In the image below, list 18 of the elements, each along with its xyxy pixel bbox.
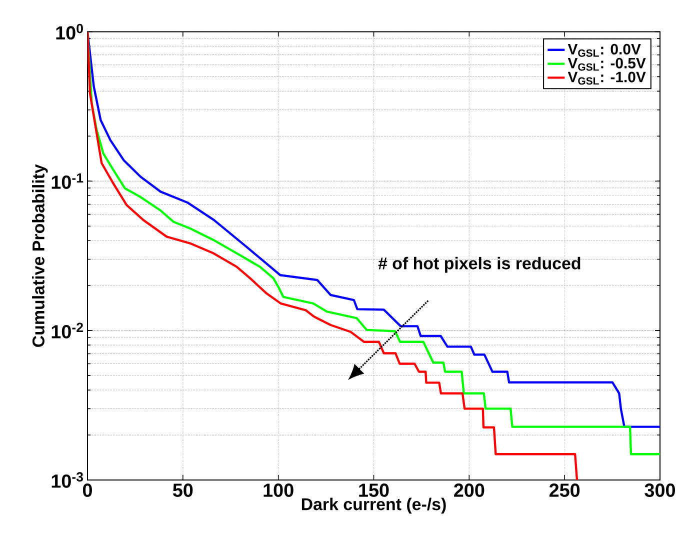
x-tick-label: 300 <box>644 484 676 497</box>
y-axis-title: Cumulative Probability <box>32 164 48 347</box>
legend-label: V$_{GSL}$: -0.5V <box>568 58 646 71</box>
x-tick-label: 150 <box>359 484 389 497</box>
x-tick-label: 0 <box>82 484 92 497</box>
x-tick-label: 200 <box>454 484 484 497</box>
y-tick-label: 10$^{-1}$ <box>52 173 84 189</box>
x-tick-label: 250 <box>549 484 580 497</box>
x-tick-label: 50 <box>172 484 193 497</box>
legend-label: V$_{GSL}$: -1.0V <box>568 72 646 85</box>
y-tick-label: 10$^{-3}$ <box>52 472 83 488</box>
annotation: # of hot pixels is reduced <box>378 256 580 273</box>
y-tick-label: 10$^{0}$ <box>56 24 83 40</box>
x-axis-title: Dark current (e-/s) <box>302 498 446 514</box>
line-series <box>88 32 578 480</box>
legend-label: V$_{GSL}$: 0.0V <box>568 44 641 57</box>
x-tick-label: 100 <box>264 484 294 497</box>
y-tick-label: 10$^{-2}$ <box>52 322 83 338</box>
